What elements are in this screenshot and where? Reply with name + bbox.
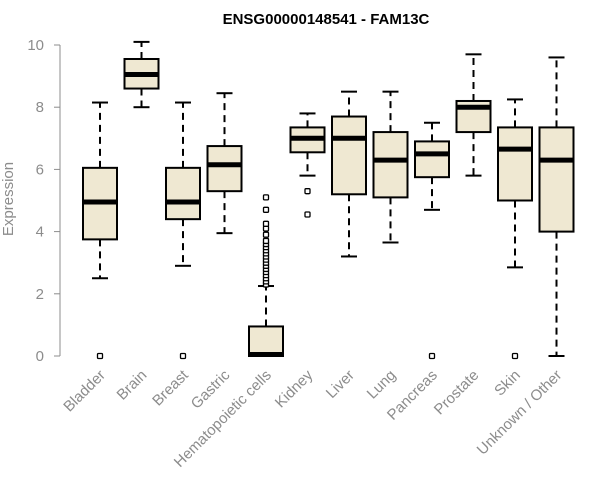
box-skin xyxy=(497,98,533,360)
outlier-point xyxy=(262,231,270,238)
y-tick-label: 0 xyxy=(36,348,44,365)
outlier-point xyxy=(179,352,187,360)
x-tick-label: Bladder xyxy=(60,367,109,416)
outlier-point xyxy=(262,206,270,213)
outlier-point xyxy=(262,237,270,245)
box-gastric xyxy=(206,92,243,235)
outlier-point xyxy=(511,352,519,360)
y-tick-label: 2 xyxy=(36,286,44,303)
iqr-box xyxy=(538,126,575,233)
iqr-box xyxy=(206,145,243,193)
y-tick-label: 8 xyxy=(36,99,44,116)
box-brain xyxy=(123,40,160,109)
x-tick-label: Prostate xyxy=(431,367,483,419)
iqr-box xyxy=(331,115,367,196)
chart-title: ENSG00000148541 - FAM13C xyxy=(223,11,430,28)
box-hematopoietic-cells xyxy=(248,194,284,357)
outlier-point xyxy=(304,211,311,218)
iqr-box xyxy=(248,325,284,357)
y-tick-label: 10 xyxy=(27,37,44,54)
box-breast xyxy=(165,101,201,360)
x-tick-label: Kidney xyxy=(272,366,317,411)
box-bladder xyxy=(82,101,118,360)
iqr-box xyxy=(372,131,409,199)
x-tick-label: Skin xyxy=(491,367,524,400)
x-tick-label: Brain xyxy=(114,367,151,404)
x-tick-label: Liver xyxy=(323,367,358,402)
y-tick-label: 4 xyxy=(36,224,44,241)
box-kidney xyxy=(289,112,326,218)
iqr-box xyxy=(414,140,450,179)
box-unknown-other xyxy=(538,56,575,357)
x-tick-label: Breast xyxy=(149,366,192,409)
y-axis: 0 2 4 6 8 10 xyxy=(27,37,61,365)
iqr-box xyxy=(165,166,201,221)
box-liver xyxy=(331,90,367,258)
iqr-box xyxy=(497,126,533,202)
x-tick-label: Lung xyxy=(364,367,400,403)
outlier-point xyxy=(304,188,311,195)
y-axis-label: Expression xyxy=(0,162,17,236)
box-prostate xyxy=(455,53,492,177)
y-tick-label: 6 xyxy=(36,161,44,178)
outlier-point xyxy=(262,220,270,227)
outlier-point xyxy=(428,352,436,360)
box-lung xyxy=(372,90,409,244)
boxes-group xyxy=(82,40,575,360)
outlier-point xyxy=(262,194,270,201)
box-pancreas xyxy=(414,121,450,360)
outlier-point xyxy=(96,352,104,360)
